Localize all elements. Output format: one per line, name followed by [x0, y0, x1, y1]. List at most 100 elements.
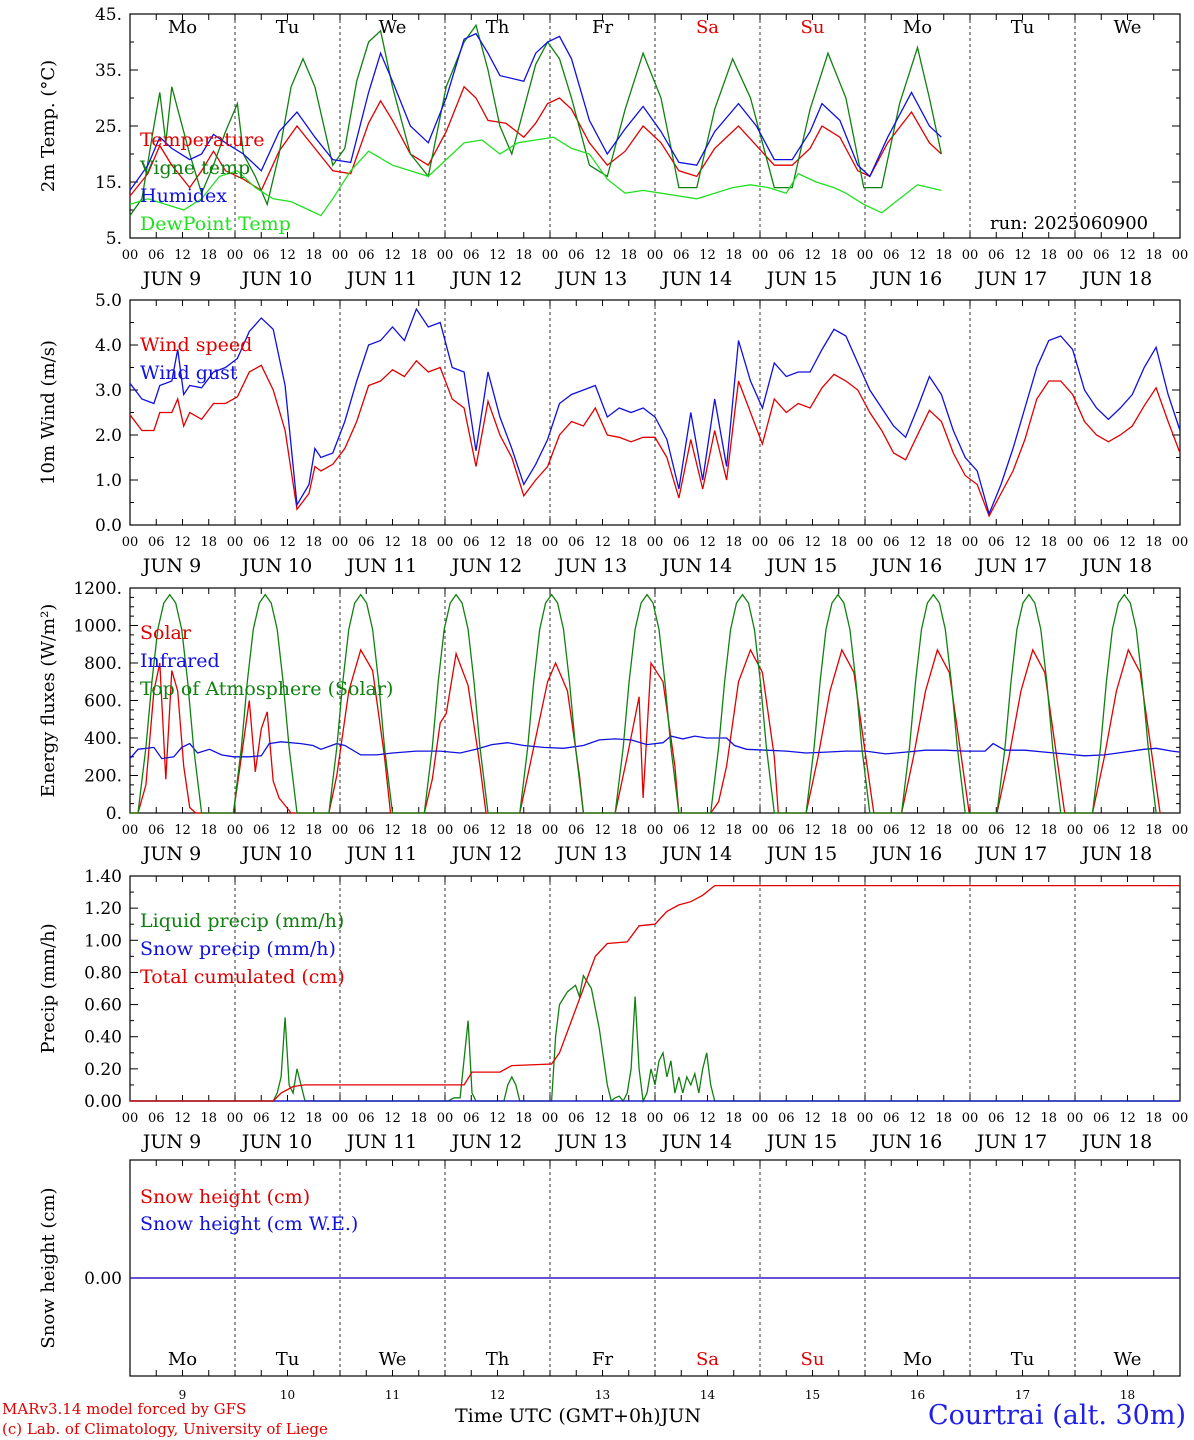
y-tick-label: 25. [95, 117, 122, 137]
hour-tick-label: 00 [332, 823, 349, 838]
date-label: JUN 18 [1080, 1131, 1152, 1153]
panel-4: 0.00 0.20 0.40 0.60 0.80 1.00 1.20 1.40 Precip (… [38, 867, 1188, 1153]
hour-tick-label: 18 [1145, 1111, 1162, 1126]
hour-tick-label: 12 [594, 823, 611, 838]
y-tick-label: 400. [84, 729, 122, 749]
weekday-label: Sa [696, 17, 719, 38]
hour-tick-label: 12 [804, 1111, 821, 1126]
weekday-label: Mo [903, 17, 932, 38]
hour-tick-label: 00 [437, 823, 454, 838]
panel-2: 0.0 1.0 2.0 3.0 4.0 5.0 10m Wind (m/s) Wind spe… [38, 291, 1188, 577]
y-tick-label: 15. [95, 173, 122, 193]
day-number-label: 13 [595, 1388, 610, 1402]
panel-3: 0. 200. 400. 600. 800. 1000. 1200. Energy fluxe… [38, 579, 1188, 865]
hour-tick-label: 18 [620, 823, 637, 838]
hour-tick-label: 18 [1145, 248, 1162, 263]
series-line-total-cumulated-cm- [130, 884, 1180, 1102]
hour-tick-label: 12 [384, 823, 401, 838]
hour-tick-label: 06 [358, 1111, 375, 1126]
legend-entry: Solar [140, 622, 192, 644]
hour-tick-label: 00 [1067, 823, 1084, 838]
hour-tick-label: 00 [1172, 248, 1189, 263]
y-tick-label: 1200. [73, 579, 122, 599]
y-tick-label: 1000. [73, 617, 122, 637]
date-label: JUN 13 [555, 843, 627, 865]
date-label: JUN 9 [141, 555, 201, 577]
hour-tick-label: 12 [909, 535, 926, 550]
date-label: JUN 12 [450, 1131, 522, 1153]
hour-tick-label: 00 [437, 535, 454, 550]
hour-tick-label: 12 [489, 1111, 506, 1126]
hour-tick-label: 06 [463, 823, 480, 838]
hour-tick-label: 06 [883, 248, 900, 263]
y-tick-label: 1.00 [84, 931, 122, 951]
hour-tick-label: 18 [410, 248, 427, 263]
date-label: JUN 15 [765, 843, 837, 865]
hour-tick-label: 06 [883, 1111, 900, 1126]
credit-lab: (c) Lab. of Climatology, University of L… [2, 1420, 328, 1438]
hour-tick-label: 12 [1014, 535, 1031, 550]
date-label: JUN 15 [765, 555, 837, 577]
hour-tick-label: 12 [174, 1111, 191, 1126]
hour-tick-label: 00 [857, 248, 874, 263]
weekday-label: Su [801, 1349, 825, 1370]
hour-tick-label: 00 [647, 248, 664, 263]
hour-tick-label: 06 [253, 248, 270, 263]
hour-tick-label: 18 [1040, 1111, 1057, 1126]
hour-tick-label: 18 [305, 1111, 322, 1126]
y-tick-label: 35. [95, 61, 122, 81]
y-axis-label: Snow height (cm) [38, 1187, 59, 1348]
hour-tick-label: 06 [673, 248, 690, 263]
hour-tick-label: 12 [804, 535, 821, 550]
hour-tick-label: 06 [988, 823, 1005, 838]
day-number-label: 16 [910, 1388, 925, 1402]
weekday-label: Tu [1011, 1349, 1035, 1370]
day-number-label: 15 [805, 1388, 820, 1402]
hour-tick-label: 12 [1119, 1111, 1136, 1126]
y-tick-label: 0.00 [84, 1269, 122, 1289]
hour-tick-label: 18 [725, 1111, 742, 1126]
hour-tick-label: 18 [725, 823, 742, 838]
hour-tick-label: 18 [1145, 535, 1162, 550]
hour-tick-label: 18 [305, 535, 322, 550]
hour-tick-label: 06 [1093, 823, 1110, 838]
hour-tick-label: 00 [1172, 1111, 1189, 1126]
hour-tick-label: 12 [699, 535, 716, 550]
hour-tick-label: 18 [1040, 823, 1057, 838]
hour-tick-label: 18 [725, 248, 742, 263]
y-axis-label: Precip (mm/h) [38, 923, 59, 1053]
weekday-label: Tu [1011, 17, 1035, 38]
series-line-solar [130, 648, 1161, 814]
hour-tick-label: 06 [568, 248, 585, 263]
weekday-label: We [1114, 17, 1142, 38]
hour-tick-label: 18 [935, 1111, 952, 1126]
hour-tick-label: 00 [122, 535, 139, 550]
series-line-infrared [129, 735, 1181, 760]
hour-tick-label: 00 [542, 1111, 559, 1126]
hour-tick-label: 18 [935, 535, 952, 550]
hour-tick-label: 06 [988, 248, 1005, 263]
hour-tick-label: 12 [1014, 823, 1031, 838]
hour-tick-label: 12 [909, 248, 926, 263]
hour-tick-label: 00 [647, 823, 664, 838]
hour-tick-label: 06 [988, 535, 1005, 550]
hour-tick-label: 18 [1040, 535, 1057, 550]
hour-tick-label: 18 [830, 823, 847, 838]
hour-tick-label: 06 [253, 535, 270, 550]
hour-tick-label: 06 [778, 1111, 795, 1126]
day-number-label: 11 [385, 1388, 400, 1402]
hour-tick-label: 06 [883, 535, 900, 550]
hour-tick-label: 18 [200, 248, 217, 263]
hour-tick-label: 18 [410, 823, 427, 838]
date-label: JUN 11 [345, 1131, 417, 1153]
hour-tick-label: 18 [830, 1111, 847, 1126]
weekday-label: Mo [903, 1349, 932, 1370]
hour-tick-label: 12 [1119, 823, 1136, 838]
hour-tick-label: 00 [647, 1111, 664, 1126]
hour-tick-label: 12 [489, 248, 506, 263]
panel-1: 5. 15. 25. 35. 45. 2m Temp. (°C) Temperature Vi… [38, 5, 1188, 290]
hour-tick-label: 00 [962, 248, 979, 263]
y-tick-label: 0.0 [95, 516, 122, 536]
hour-tick-label: 00 [857, 535, 874, 550]
hour-tick-label: 06 [358, 535, 375, 550]
